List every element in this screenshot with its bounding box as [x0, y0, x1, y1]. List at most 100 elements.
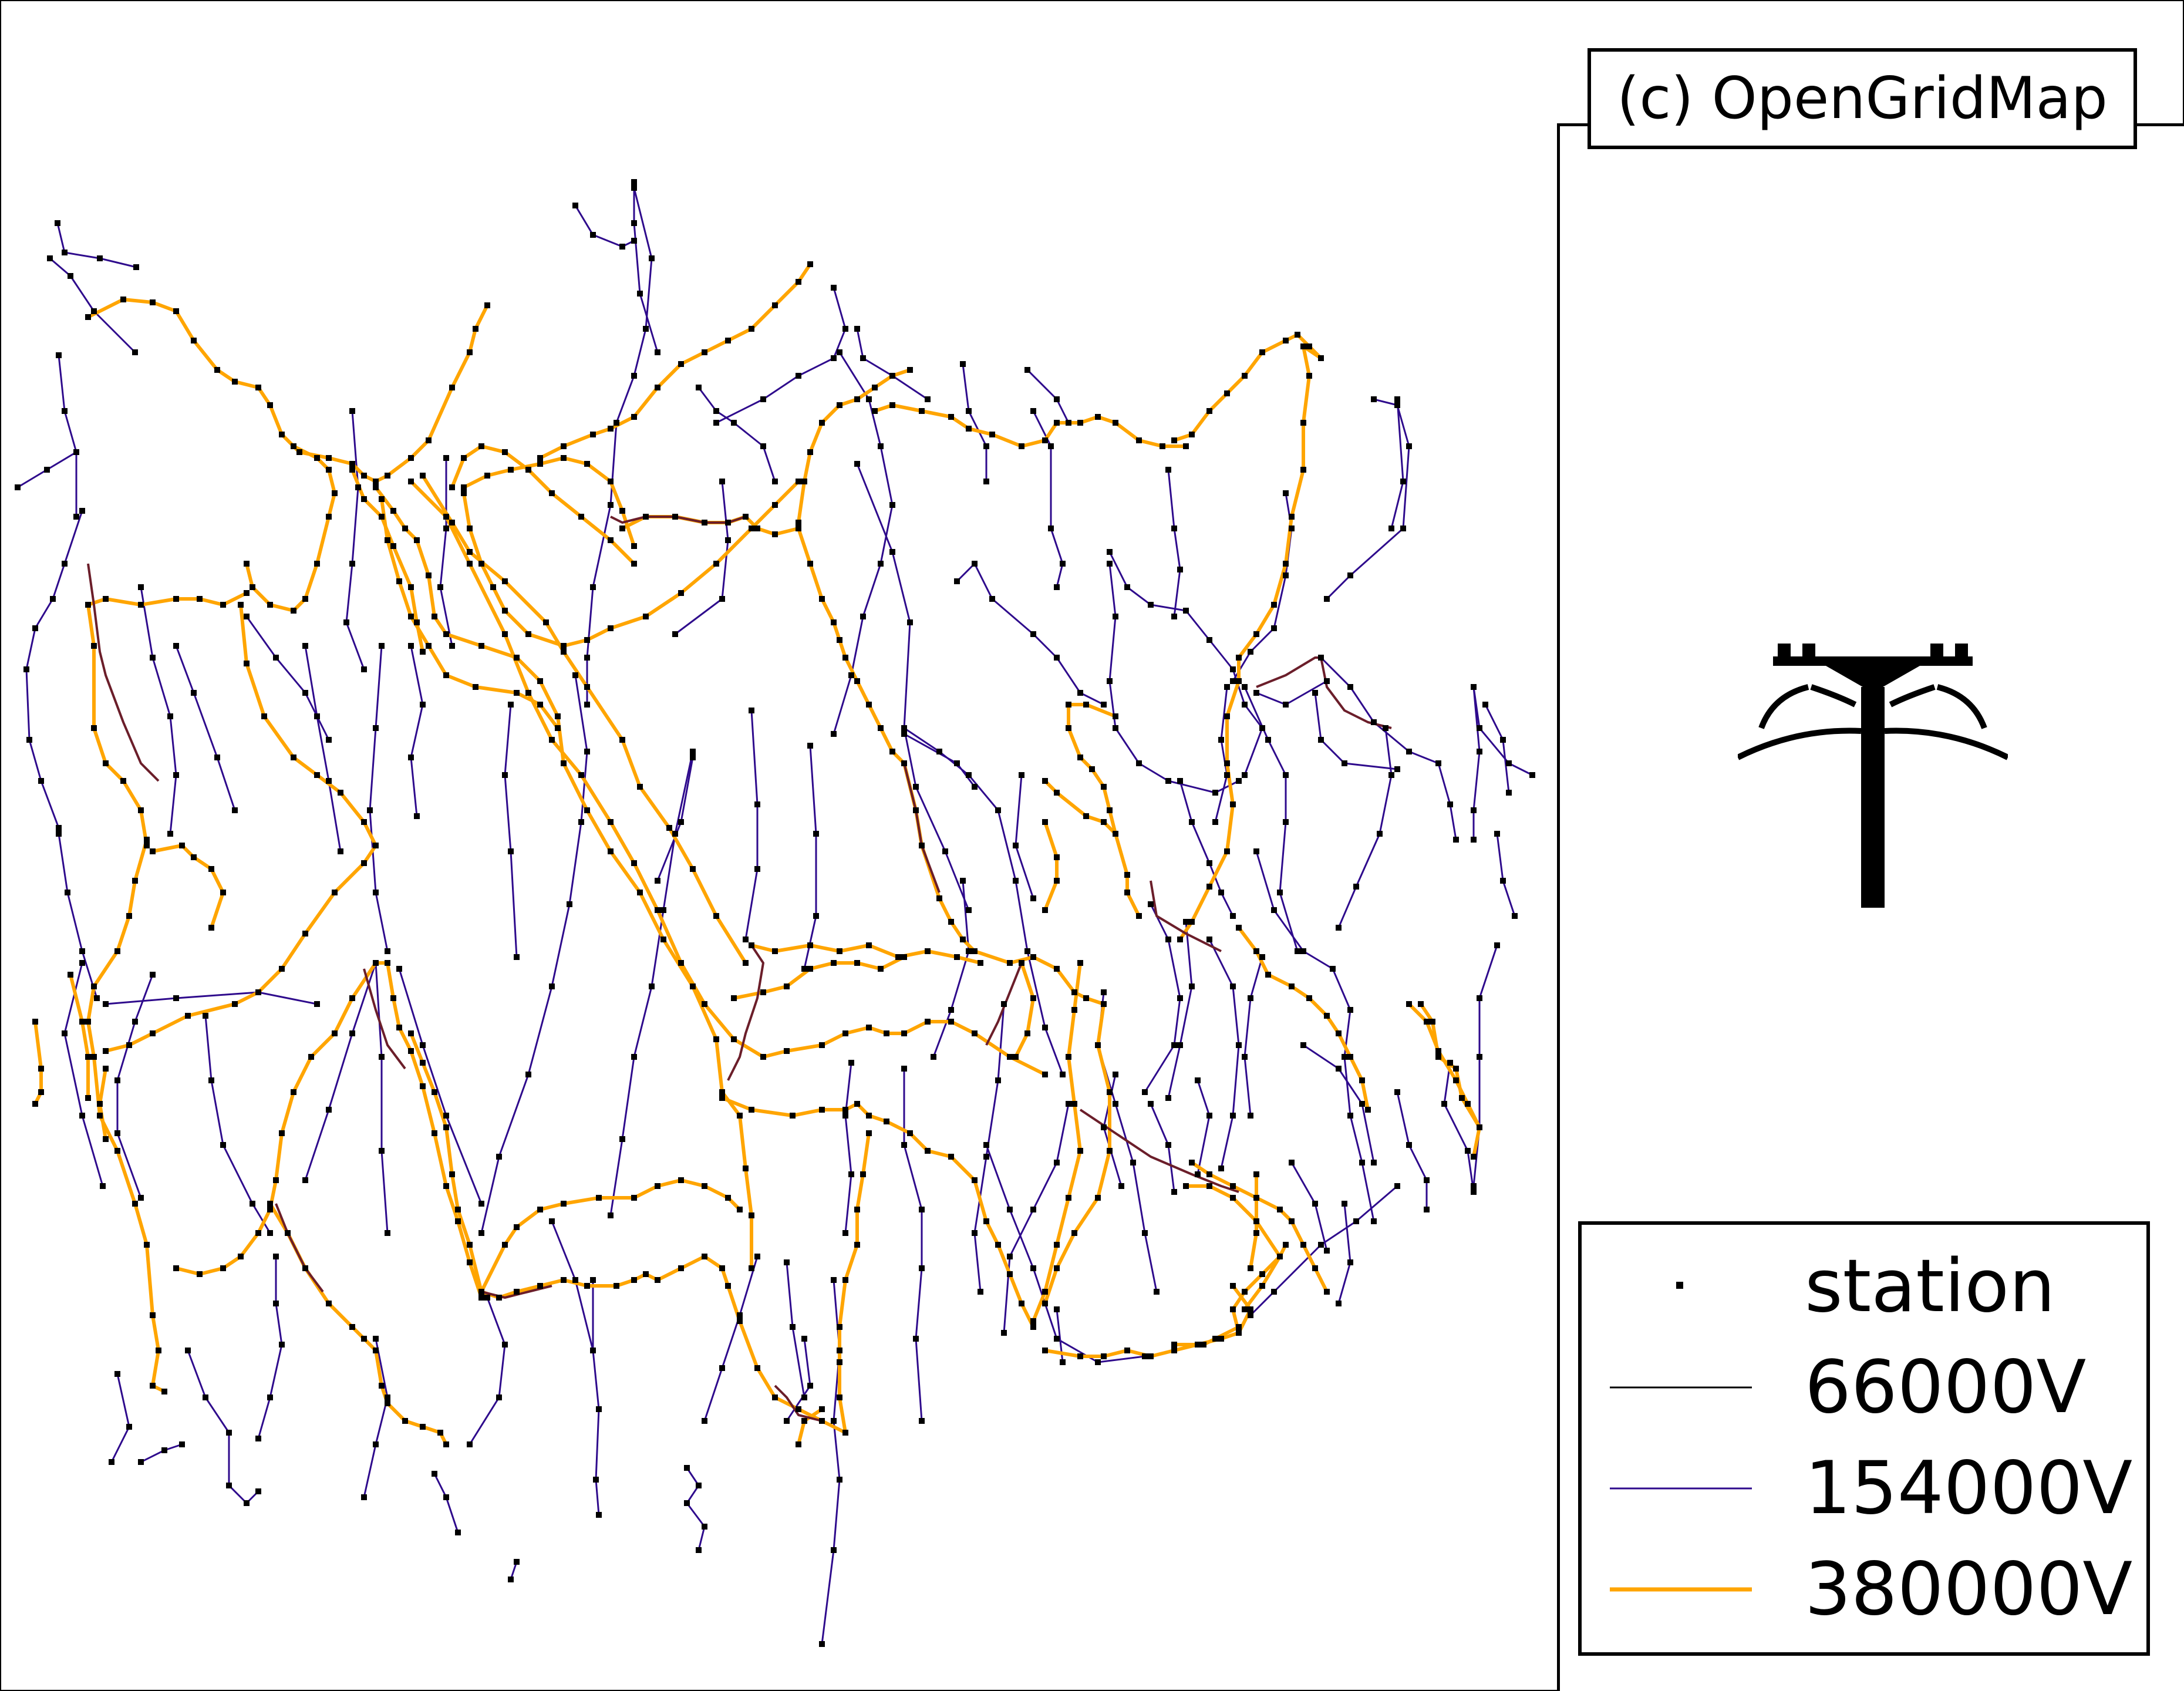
station-marker [420, 1042, 426, 1048]
station-marker [1042, 437, 1048, 443]
station-marker [702, 349, 707, 355]
station-marker [1042, 1289, 1048, 1295]
station-marker [1136, 760, 1142, 766]
station-marker [590, 1348, 596, 1353]
station-marker [349, 408, 355, 414]
station-marker [267, 1201, 273, 1207]
station-marker [379, 1383, 385, 1389]
station-marker [55, 220, 60, 226]
station-marker [267, 1394, 273, 1400]
station-marker [1095, 1195, 1101, 1201]
legend-swatch-66kv [1610, 1386, 1752, 1389]
line-overlap [903, 763, 941, 893]
station-marker [373, 1348, 379, 1353]
station-marker [426, 643, 432, 649]
station-marker [56, 825, 62, 831]
station-marker [1336, 925, 1342, 931]
station-marker [1253, 1230, 1259, 1236]
power-pylon-icon [1738, 644, 2008, 908]
station-marker [1283, 490, 1289, 496]
station-marker [244, 614, 250, 619]
station-marker [760, 443, 766, 449]
station-marker [631, 414, 637, 420]
station-marker [749, 942, 754, 948]
station-marker [1447, 801, 1453, 807]
line-154kv [1302, 1044, 1375, 1164]
station-marker [402, 526, 408, 531]
station-marker [467, 561, 473, 567]
station-marker [79, 1113, 85, 1119]
station-marker [1271, 625, 1277, 631]
station-marker [114, 1130, 120, 1136]
station-marker [91, 983, 97, 989]
station-marker [443, 1124, 449, 1130]
station-marker [23, 666, 29, 672]
station-marker [719, 1365, 725, 1371]
station-marker [1336, 1066, 1342, 1072]
station-marker [1019, 1301, 1024, 1306]
line-154kv [1026, 369, 1070, 424]
station-marker [1295, 948, 1300, 954]
station-marker [1071, 1230, 1077, 1236]
station-marker [813, 831, 819, 837]
station-marker [631, 238, 637, 244]
line-154kv [480, 674, 588, 1234]
station-marker [373, 725, 379, 731]
station-marker [191, 690, 197, 696]
station-marker [443, 1183, 449, 1189]
station-marker [85, 1054, 91, 1060]
line-overlap [275, 1203, 324, 1293]
station-marker [631, 561, 637, 567]
station-marker [1077, 754, 1083, 760]
station-marker [749, 1265, 754, 1271]
station-marker [1107, 678, 1113, 684]
station-marker [1066, 1101, 1071, 1107]
station-marker [1347, 1007, 1353, 1013]
station-marker [1347, 1113, 1353, 1119]
station-marker [1300, 1042, 1306, 1048]
station-marker [760, 396, 766, 402]
station-marker [1148, 1353, 1154, 1359]
station-marker [1477, 1054, 1482, 1060]
station-marker [1242, 702, 1248, 708]
station-marker [631, 373, 637, 379]
station-marker [1113, 713, 1118, 719]
legend-swatch-380kv [1610, 1587, 1752, 1592]
station-marker [1171, 437, 1177, 443]
station-marker [1406, 749, 1412, 754]
station-marker [1177, 937, 1183, 942]
station-marker [373, 1336, 379, 1342]
station-marker [1471, 1183, 1477, 1189]
station-marker [837, 1477, 842, 1483]
station-marker [361, 819, 367, 825]
station-marker [749, 708, 754, 713]
station-marker [1066, 702, 1071, 708]
station-marker [1283, 772, 1289, 778]
station-marker [349, 1030, 355, 1036]
line-154kv [744, 709, 759, 941]
station-marker [837, 637, 842, 643]
station-marker [1406, 1142, 1412, 1148]
station-marker [1500, 737, 1506, 743]
station-marker [1165, 1142, 1171, 1148]
station-marker [1435, 1048, 1441, 1054]
station-marker [467, 349, 473, 355]
station-marker [878, 561, 884, 567]
station-marker [948, 1154, 954, 1160]
station-marker [291, 1089, 296, 1095]
station-marker [414, 619, 420, 625]
station-marker [1101, 1001, 1107, 1007]
station-marker [273, 1177, 279, 1183]
station-marker [760, 1054, 766, 1060]
station-marker [784, 1259, 790, 1265]
station-marker [854, 396, 860, 402]
station-marker [713, 913, 719, 919]
station-marker [1477, 995, 1482, 1001]
station-marker [837, 948, 842, 954]
station-marker [238, 602, 244, 608]
station-marker [831, 285, 837, 291]
station-marker [537, 455, 543, 461]
station-marker [942, 848, 948, 854]
line-154kv [1243, 956, 1263, 1117]
